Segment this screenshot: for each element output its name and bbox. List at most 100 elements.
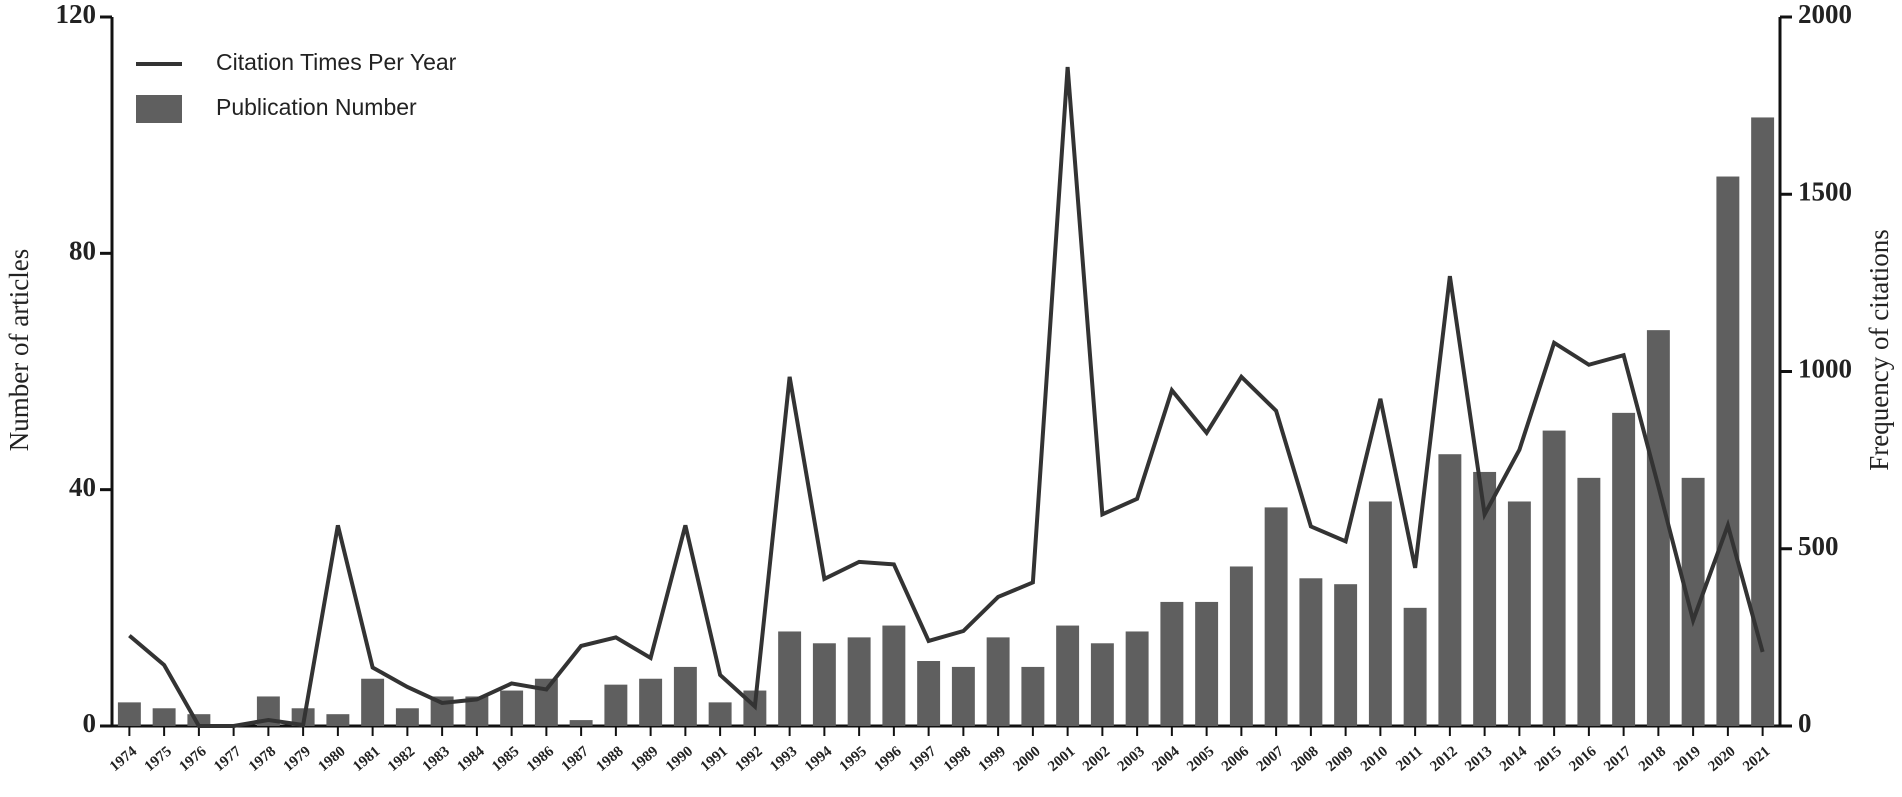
x-tick-label: 1989 — [628, 743, 661, 775]
x-tick-label: 1978 — [246, 743, 279, 775]
bar — [1542, 430, 1566, 726]
legend-label: Publication Number — [216, 94, 417, 120]
x-tick-label: 2015 — [1532, 743, 1565, 775]
y2-axis-title: Frequency of citations — [1864, 229, 1894, 470]
x-tick-label: 2019 — [1671, 743, 1704, 775]
x-tick-label: 2017 — [1601, 743, 1635, 775]
y2-tick-label: 1500 — [1798, 176, 1852, 206]
bar — [117, 702, 141, 726]
bar — [569, 720, 593, 726]
x-tick-label: 1992 — [732, 743, 765, 775]
x-tick-label: 2009 — [1323, 743, 1356, 775]
bar — [778, 631, 802, 726]
y2-tick-label: 1000 — [1798, 354, 1852, 384]
x-tick-label: 2021 — [1740, 743, 1773, 775]
bar — [986, 637, 1010, 726]
x-tick-label: 2018 — [1636, 743, 1669, 775]
legend-swatch — [136, 95, 182, 123]
bar — [1507, 501, 1531, 726]
bar — [917, 661, 941, 726]
x-tick-label: 1993 — [767, 743, 800, 775]
y-axis-title: Number of articles — [4, 249, 34, 451]
bar — [951, 666, 975, 726]
bar — [847, 637, 871, 726]
y2-tick-label: 2000 — [1798, 0, 1852, 29]
x-tick-label: 1975 — [142, 743, 175, 775]
bar — [361, 678, 385, 726]
x-tick-label: 2010 — [1358, 743, 1391, 775]
bar — [1056, 625, 1080, 726]
bar — [152, 708, 176, 726]
x-tick-label: 1987 — [559, 743, 593, 775]
x-tick-label: 2004 — [1149, 743, 1183, 775]
bar — [812, 643, 836, 726]
bar — [1264, 507, 1288, 726]
x-tick-label: 1974 — [107, 743, 141, 775]
x-tick-label: 2003 — [1115, 743, 1148, 775]
bar — [395, 708, 419, 726]
bar — [604, 684, 628, 726]
bar — [465, 696, 489, 726]
bar — [1368, 501, 1392, 726]
bar — [1229, 566, 1253, 726]
x-tick-label: 1976 — [176, 743, 210, 775]
bar — [1299, 578, 1323, 726]
x-tick-label: 1988 — [593, 743, 626, 775]
x-tick-label: 2005 — [1184, 743, 1217, 775]
y2-tick-label: 0 — [1798, 708, 1812, 738]
bar — [1473, 471, 1497, 726]
x-tick-label: 1997 — [906, 743, 940, 775]
x-tick-label: 1982 — [385, 743, 418, 775]
x-tick-label: 1981 — [350, 743, 383, 775]
y-tick-label: 120 — [56, 0, 97, 29]
y-tick-label: 80 — [69, 236, 96, 266]
bar — [673, 666, 697, 726]
x-tick-label: 1999 — [976, 743, 1009, 775]
x-tick-label: 1983 — [420, 743, 453, 775]
line — [128, 66, 1765, 728]
bar — [187, 714, 211, 726]
x-tick-label: 2012 — [1427, 743, 1460, 775]
x-tick-label: 2013 — [1462, 743, 1495, 775]
bar — [1403, 607, 1427, 726]
x-tick-label: 2008 — [1288, 743, 1321, 775]
bar — [708, 702, 732, 726]
bar — [1125, 631, 1149, 726]
x-tick-label: 1979 — [281, 743, 314, 775]
x-tick-label: 1985 — [489, 743, 522, 775]
bar — [1021, 666, 1045, 726]
bar — [882, 625, 906, 726]
bar — [1612, 412, 1636, 726]
bar — [326, 714, 350, 726]
x-tick-label: 2020 — [1705, 743, 1738, 775]
x-tick-label: 1984 — [454, 743, 488, 775]
bar — [1334, 584, 1358, 726]
x-tick-label: 2000 — [1010, 743, 1043, 775]
bar — [1438, 454, 1462, 726]
bar — [1090, 643, 1114, 726]
bar — [1646, 330, 1670, 726]
bar — [1751, 117, 1775, 727]
bar — [1716, 176, 1740, 726]
x-tick-label: 2001 — [1045, 743, 1078, 775]
x-tick-label: 2007 — [1254, 743, 1288, 775]
bar — [1195, 601, 1219, 726]
legend-label: Citation Times Per Year — [216, 49, 457, 75]
x-tick-label: 1998 — [941, 743, 974, 775]
bar — [256, 696, 280, 726]
bar — [534, 678, 558, 726]
x-tick-label: 2006 — [1219, 743, 1253, 775]
x-tick-label: 2014 — [1497, 743, 1531, 775]
x-tick-label: 1980 — [315, 743, 348, 775]
x-tick-label: 1994 — [802, 743, 836, 775]
x-tick-label: 2002 — [1080, 743, 1113, 775]
bar — [1681, 477, 1705, 726]
y2-tick-label: 500 — [1798, 531, 1839, 561]
x-tick-label: 2011 — [1393, 743, 1426, 774]
x-tick-label: 1995 — [837, 743, 870, 775]
bar — [1160, 601, 1184, 726]
bar — [1577, 477, 1601, 726]
x-tick-label: 1996 — [871, 743, 905, 775]
x-tick-label: 1991 — [698, 743, 731, 775]
